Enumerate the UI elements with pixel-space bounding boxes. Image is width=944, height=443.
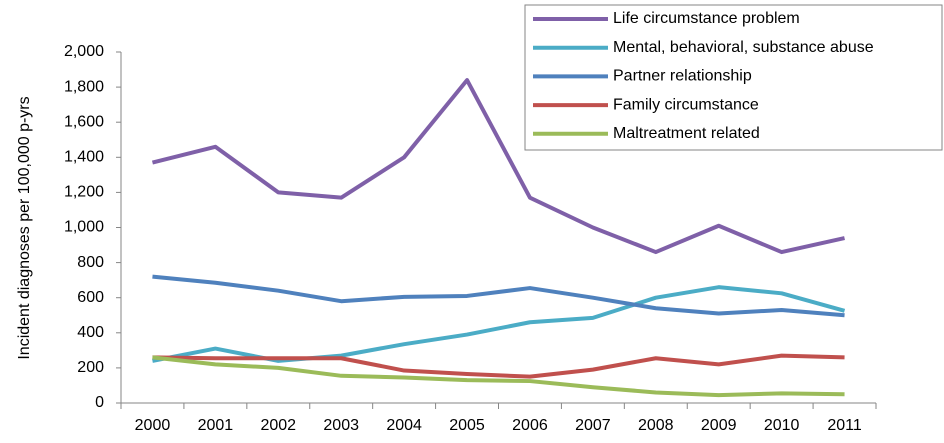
y-tick-label: 2,000 [64, 43, 104, 60]
y-tick-label: 0 [95, 394, 104, 411]
legend-label: Mental, behavioral, substance abuse [613, 39, 874, 56]
x-tick-label: 2010 [764, 417, 800, 434]
y-tick-label: 1,800 [64, 78, 104, 95]
series-line [152, 355, 845, 398]
legend-label: Life circumstance problem [613, 10, 800, 27]
x-tick-label: 2003 [323, 417, 359, 434]
y-axis-label: Incident diagnoses per 100,000 p-yrs [16, 96, 33, 359]
x-tick-label: 2011 [827, 417, 862, 434]
series-line [151, 78, 845, 255]
x-tick-label: 2007 [575, 417, 611, 434]
y-tick-label: 1,000 [64, 219, 104, 236]
y-tick-label: 1,200 [64, 184, 104, 201]
legend-label: Partner relationship [613, 68, 752, 85]
x-tick-label: 2006 [512, 417, 548, 434]
y-tick-label: 1,400 [64, 149, 104, 166]
x-tick-label: 2004 [386, 417, 422, 434]
y-tick-label: 800 [77, 254, 104, 271]
series-line [152, 285, 846, 363]
x-tick-label: 2008 [638, 417, 674, 434]
series-line [152, 353, 845, 379]
x-tick-label: 2000 [135, 417, 171, 434]
x-tick-label: 2009 [701, 417, 737, 434]
y-tick-label: 400 [77, 324, 104, 341]
x-tick-label: 2005 [449, 417, 485, 434]
x-tick-label: 2001 [198, 417, 234, 434]
legend-label: Family circumstance [613, 96, 759, 113]
y-tick-label: 600 [77, 289, 104, 306]
series-line [152, 274, 845, 318]
y-tick-label: 1,600 [64, 113, 104, 130]
legend-label: Maltreatment related [613, 125, 760, 142]
x-tick-label: 2002 [260, 417, 296, 434]
y-tick-label: 200 [77, 359, 104, 376]
